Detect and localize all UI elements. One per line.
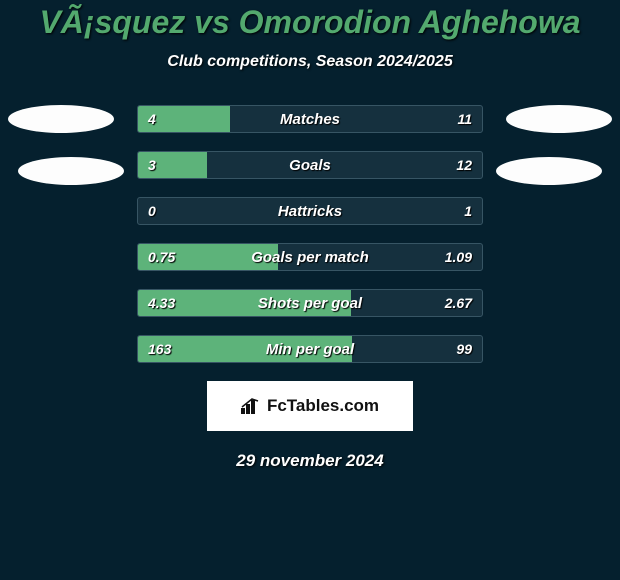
stat-row: 0.75Goals per match1.09 xyxy=(137,243,483,271)
stat-row: 4.33Shots per goal2.67 xyxy=(137,289,483,317)
stat-value-right: 11 xyxy=(457,106,472,132)
stat-value-right: 2.67 xyxy=(445,290,472,316)
branding-text: FcTables.com xyxy=(267,396,379,416)
stats-area: 4Matches11 3Goals12 0Hattricks1 0.75Goals p… xyxy=(0,105,620,363)
stat-value-right: 1 xyxy=(464,198,472,224)
stat-row: 0Hattricks1 xyxy=(137,197,483,225)
stat-bar-left-fill xyxy=(138,106,230,132)
stat-bar-left-fill xyxy=(138,290,351,316)
stat-value-right: 99 xyxy=(456,336,472,362)
stat-row: 3Goals12 xyxy=(137,151,483,179)
stat-bar-left-fill xyxy=(138,244,278,270)
stat-row: 163Min per goal99 xyxy=(137,335,483,363)
page-title: VÃ¡squez vs Omorodion Aghehowa xyxy=(0,0,620,41)
stat-row: 4Matches11 xyxy=(137,105,483,133)
player-right-avatar-1 xyxy=(506,105,612,133)
stat-bar-left-fill xyxy=(138,336,352,362)
date-label: 29 november 2024 xyxy=(0,451,620,471)
fctables-icon xyxy=(241,398,261,414)
stat-value-right: 12 xyxy=(456,152,472,178)
comparison-bars: 4Matches11 3Goals12 0Hattricks1 0.75Goals p… xyxy=(137,105,483,363)
stat-bar-left-fill xyxy=(138,152,207,178)
player-left-avatar-2 xyxy=(18,157,124,185)
player-right-avatar-2 xyxy=(496,157,602,185)
stat-value-right: 1.09 xyxy=(445,244,472,270)
subtitle: Club competitions, Season 2024/2025 xyxy=(0,53,620,71)
player-left-avatar-1 xyxy=(8,105,114,133)
branding-badge: FcTables.com xyxy=(207,381,413,431)
stat-value-left: 0 xyxy=(148,198,156,224)
stat-label: Hattricks xyxy=(138,198,482,224)
